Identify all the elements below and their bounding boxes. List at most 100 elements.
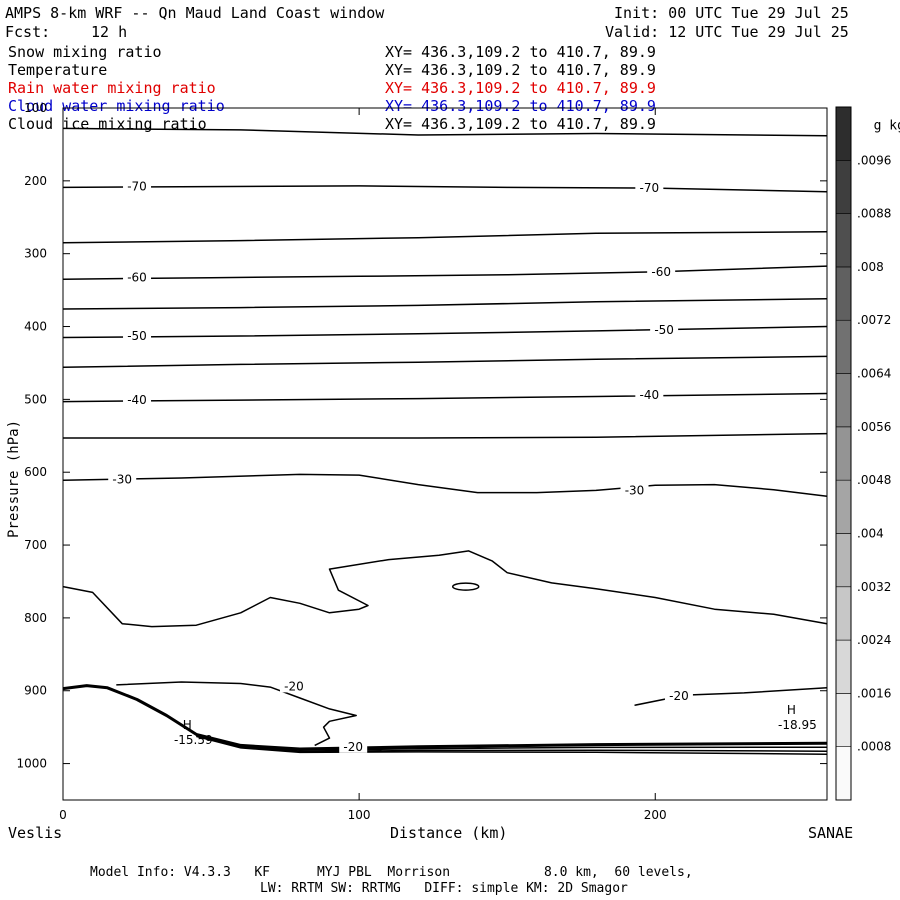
contour-label: -70 xyxy=(127,180,147,194)
colorbar-bin xyxy=(835,213,852,268)
colorbar-unit: g kg-1 xyxy=(858,100,900,133)
isotherm xyxy=(62,550,828,628)
field-xy: XY= 436.3,109.2 to 410.7, 89.9 xyxy=(385,79,656,97)
field-xy: XY= 436.3,109.2 to 410.7, 89.9 xyxy=(385,61,656,79)
colorbar-bin xyxy=(835,586,852,641)
chart-title: AMPS 8-km WRF -- Qn Maud Land Coast wind… xyxy=(5,4,385,22)
valid-time: Valid: 12 UTC Tue 29 Jul 25 xyxy=(605,23,849,41)
high-marker: H xyxy=(183,718,192,732)
contour-label-bg xyxy=(108,471,137,486)
right-endpoint-label: SANAE xyxy=(808,824,854,842)
colorbar-frame xyxy=(835,106,852,801)
colorbar-bin xyxy=(835,319,852,374)
forecast-value: 12 h xyxy=(91,23,128,41)
isotherm xyxy=(63,432,828,439)
contour-label-bg xyxy=(123,178,152,193)
contour-label: -70 xyxy=(640,181,660,195)
colorbar-tick-label: .0056 xyxy=(857,420,891,434)
colorbar-tick-label: .0008 xyxy=(857,740,891,754)
colorbar-tick-label: .0088 xyxy=(857,207,891,221)
colorbar-bin xyxy=(835,639,852,694)
colorbar-bin xyxy=(835,373,852,428)
isotherm xyxy=(62,265,828,280)
colorbar-tick-label: .0064 xyxy=(857,367,891,381)
init-time: Init: 00 UTC Tue 29 Jul 25 xyxy=(614,4,849,22)
model-info-line1: Model Info: V4.3.3 KF MYJ PBL Morrison 8… xyxy=(90,865,693,880)
y-tick-label: 900 xyxy=(24,684,47,698)
contour-label-bg xyxy=(650,322,679,337)
x-tick-label: 0 xyxy=(59,808,67,822)
contour-label-bg xyxy=(279,678,308,693)
contour-label-bg xyxy=(123,269,152,284)
model-info-line2: LW: RRTM SW: RRTMG DIFF: simple KM: 2D S… xyxy=(260,881,628,896)
colorbar-bin xyxy=(835,533,852,588)
colorbar-bin xyxy=(835,426,852,481)
colorbar-tick-label: .0016 xyxy=(857,686,891,700)
colorbar-tick-label: .0032 xyxy=(857,580,891,594)
x-axis-label: Distance (km) xyxy=(390,824,508,842)
contour-label: -30 xyxy=(112,472,132,486)
contour-label: -40 xyxy=(640,388,660,402)
colorbar-tick-label: .0024 xyxy=(857,633,891,647)
colorbar-bin xyxy=(835,693,852,747)
field-xy: XY= 436.3,109.2 to 410.7, 89.9 xyxy=(385,115,656,133)
isotherm xyxy=(634,687,828,707)
isotherm xyxy=(62,325,828,339)
plot-frame xyxy=(62,107,828,801)
y-tick-label: 200 xyxy=(24,174,47,188)
isotherm xyxy=(62,185,828,193)
contour-label-bg xyxy=(635,180,664,195)
isotherm xyxy=(62,127,828,137)
contour-label: -60 xyxy=(651,265,671,279)
x-tick-label: 200 xyxy=(644,808,667,822)
high-marker: H xyxy=(787,703,796,717)
closed-contour xyxy=(451,582,480,591)
colorbar-bin xyxy=(835,746,852,801)
colorbar-tick-label: .004 xyxy=(857,526,884,540)
left-endpoint-label: Veslis xyxy=(8,824,63,842)
contour-label: -50 xyxy=(654,323,674,337)
contour-label: -60 xyxy=(127,271,147,285)
field-name: Snow mixing ratio xyxy=(8,43,162,61)
isotherm xyxy=(62,298,828,310)
colorbar-bin xyxy=(835,106,852,161)
field-name: Temperature xyxy=(8,61,108,79)
contour-label: -20 xyxy=(284,679,304,693)
colorbar-tick-label: .008 xyxy=(857,260,884,274)
y-tick-label: 600 xyxy=(24,465,47,479)
field-name: Rain water mixing ratio xyxy=(8,79,216,97)
y-tick-label: 800 xyxy=(24,611,47,625)
colorbar-tick-label: .0096 xyxy=(857,153,891,167)
colorbar-bin xyxy=(835,479,852,534)
field-name: Cloud water mixing ratio xyxy=(8,97,225,115)
contour-label-bg xyxy=(620,482,649,497)
contour-label-bg xyxy=(123,327,152,342)
contour-label-bg xyxy=(339,738,368,753)
field-xy: XY= 436.3,109.2 to 410.7, 89.9 xyxy=(385,43,656,61)
y-axis-label: Pressure (hPa) xyxy=(6,419,22,538)
isotherm xyxy=(62,355,828,369)
contour-label: -50 xyxy=(127,329,147,343)
y-tick-label: 500 xyxy=(24,392,47,406)
contour-label-bg xyxy=(635,386,664,401)
isotherm xyxy=(116,681,357,747)
contour-label: -40 xyxy=(127,393,147,407)
isotherm xyxy=(62,392,828,403)
y-tick-label: 700 xyxy=(24,538,47,552)
high-value: -18.95 xyxy=(778,718,817,732)
field-xy: XY= 436.3,109.2 to 410.7, 89.9 xyxy=(385,97,656,115)
contour-label: -20 xyxy=(669,689,689,703)
isotherm xyxy=(62,231,828,244)
isotherm xyxy=(62,473,828,497)
y-tick-label: 1000 xyxy=(16,757,47,771)
contour-label: -20 xyxy=(343,740,363,754)
y-tick-label: 400 xyxy=(24,320,47,334)
colorbar-bin xyxy=(835,160,852,214)
contour-label-bg xyxy=(123,392,152,407)
high-value: -15.59 xyxy=(174,733,213,747)
colorbar-tick-label: .0072 xyxy=(857,313,891,327)
colorbar-unit-text: g kg xyxy=(873,118,900,134)
x-tick-label: 100 xyxy=(348,808,371,822)
contour-label-bg xyxy=(664,687,693,702)
